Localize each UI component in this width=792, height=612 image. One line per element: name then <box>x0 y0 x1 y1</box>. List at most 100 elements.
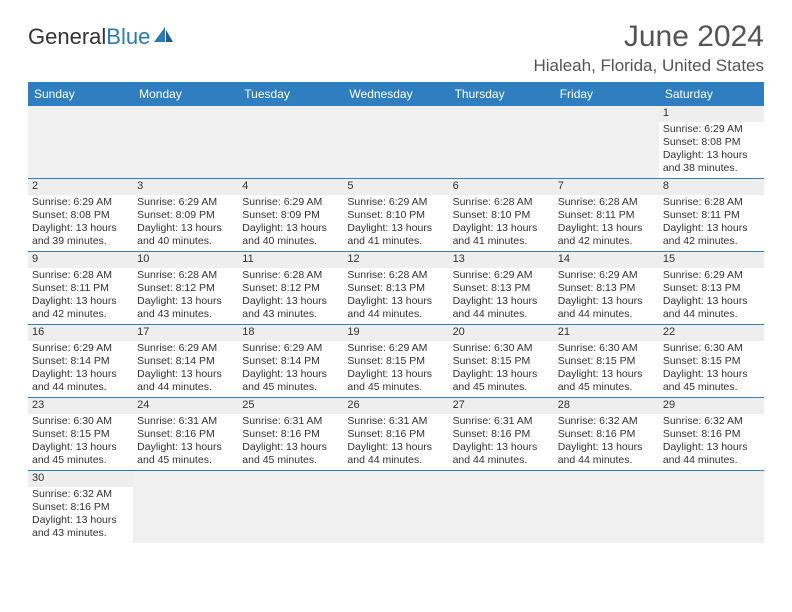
sail-icon <box>153 24 175 50</box>
day-header-row: SundayMondayTuesdayWednesdayThursdayFrid… <box>28 82 764 106</box>
day-number: 7 <box>554 179 659 195</box>
daylight-line: Daylight: 13 hours and 45 minutes. <box>32 441 129 467</box>
sunset-line: Sunset: 8:08 PM <box>32 209 129 222</box>
day-cell: 6Sunrise: 6:28 AMSunset: 8:10 PMDaylight… <box>449 179 554 251</box>
day-body: Sunrise: 6:30 AMSunset: 8:15 PMDaylight:… <box>659 341 764 397</box>
sunrise-line: Sunrise: 6:28 AM <box>32 269 129 282</box>
day-number: 17 <box>133 325 238 341</box>
day-header-cell: Friday <box>554 82 659 106</box>
week-row: 23Sunrise: 6:30 AMSunset: 8:15 PMDayligh… <box>28 398 764 471</box>
day-header-cell: Thursday <box>449 82 554 106</box>
day-body: Sunrise: 6:28 AMSunset: 8:12 PMDaylight:… <box>238 268 343 324</box>
sunrise-line: Sunrise: 6:31 AM <box>347 415 444 428</box>
day-number: 20 <box>449 325 554 341</box>
calendar-page: GeneralBlue June 2024 Hialeah, Florida, … <box>0 0 792 555</box>
day-body: Sunrise: 6:29 AMSunset: 8:09 PMDaylight:… <box>238 195 343 251</box>
month-title: June 2024 <box>533 20 764 54</box>
day-number: 21 <box>554 325 659 341</box>
sunrise-line: Sunrise: 6:28 AM <box>137 269 234 282</box>
daylight-line: Daylight: 13 hours and 39 minutes. <box>32 222 129 248</box>
daylight-line: Daylight: 13 hours and 44 minutes. <box>558 441 655 467</box>
day-number: 22 <box>659 325 764 341</box>
daylight-line: Daylight: 13 hours and 38 minutes. <box>663 149 760 175</box>
day-cell: 3Sunrise: 6:29 AMSunset: 8:09 PMDaylight… <box>133 179 238 251</box>
empty-cell <box>238 106 343 178</box>
day-body: Sunrise: 6:29 AMSunset: 8:14 PMDaylight:… <box>133 341 238 397</box>
day-number: 16 <box>28 325 133 341</box>
daylight-line: Daylight: 13 hours and 42 minutes. <box>558 222 655 248</box>
daylight-line: Daylight: 13 hours and 43 minutes. <box>137 295 234 321</box>
daylight-line: Daylight: 13 hours and 40 minutes. <box>242 222 339 248</box>
sunrise-line: Sunrise: 6:28 AM <box>558 196 655 209</box>
sunrise-line: Sunrise: 6:29 AM <box>242 196 339 209</box>
daylight-line: Daylight: 13 hours and 42 minutes. <box>32 295 129 321</box>
sunrise-line: Sunrise: 6:28 AM <box>242 269 339 282</box>
day-header-cell: Monday <box>133 82 238 106</box>
day-cell: 7Sunrise: 6:28 AMSunset: 8:11 PMDaylight… <box>554 179 659 251</box>
sunset-line: Sunset: 8:09 PM <box>137 209 234 222</box>
empty-cell <box>133 106 238 178</box>
day-body: Sunrise: 6:31 AMSunset: 8:16 PMDaylight:… <box>449 414 554 470</box>
day-body: Sunrise: 6:28 AMSunset: 8:10 PMDaylight:… <box>449 195 554 251</box>
sunrise-line: Sunrise: 6:29 AM <box>242 342 339 355</box>
day-body: Sunrise: 6:29 AMSunset: 8:08 PMDaylight:… <box>659 122 764 178</box>
daylight-line: Daylight: 13 hours and 45 minutes. <box>558 368 655 394</box>
day-body: Sunrise: 6:29 AMSunset: 8:13 PMDaylight:… <box>554 268 659 324</box>
day-number: 25 <box>238 398 343 414</box>
sunset-line: Sunset: 8:11 PM <box>663 209 760 222</box>
day-body: Sunrise: 6:31 AMSunset: 8:16 PMDaylight:… <box>238 414 343 470</box>
sunrise-line: Sunrise: 6:32 AM <box>32 488 129 501</box>
day-cell: 1Sunrise: 6:29 AMSunset: 8:08 PMDaylight… <box>659 106 764 178</box>
day-cell: 16Sunrise: 6:29 AMSunset: 8:14 PMDayligh… <box>28 325 133 397</box>
title-block: June 2024 Hialeah, Florida, United State… <box>533 20 764 76</box>
daylight-line: Daylight: 13 hours and 44 minutes. <box>453 441 550 467</box>
day-cell: 19Sunrise: 6:29 AMSunset: 8:15 PMDayligh… <box>343 325 448 397</box>
day-cell: 26Sunrise: 6:31 AMSunset: 8:16 PMDayligh… <box>343 398 448 470</box>
sunrise-line: Sunrise: 6:31 AM <box>242 415 339 428</box>
day-number: 13 <box>449 252 554 268</box>
daylight-line: Daylight: 13 hours and 45 minutes. <box>347 368 444 394</box>
sunrise-line: Sunrise: 6:32 AM <box>663 415 760 428</box>
sunrise-line: Sunrise: 6:30 AM <box>453 342 550 355</box>
sunset-line: Sunset: 8:16 PM <box>453 428 550 441</box>
day-number: 27 <box>449 398 554 414</box>
sunset-line: Sunset: 8:15 PM <box>32 428 129 441</box>
day-body: Sunrise: 6:31 AMSunset: 8:16 PMDaylight:… <box>133 414 238 470</box>
day-cell: 24Sunrise: 6:31 AMSunset: 8:16 PMDayligh… <box>133 398 238 470</box>
day-cell: 13Sunrise: 6:29 AMSunset: 8:13 PMDayligh… <box>449 252 554 324</box>
sunrise-line: Sunrise: 6:29 AM <box>32 342 129 355</box>
day-cell: 22Sunrise: 6:30 AMSunset: 8:15 PMDayligh… <box>659 325 764 397</box>
daylight-line: Daylight: 13 hours and 45 minutes. <box>137 441 234 467</box>
day-cell: 27Sunrise: 6:31 AMSunset: 8:16 PMDayligh… <box>449 398 554 470</box>
sunrise-line: Sunrise: 6:31 AM <box>137 415 234 428</box>
day-cell: 14Sunrise: 6:29 AMSunset: 8:13 PMDayligh… <box>554 252 659 324</box>
sunrise-line: Sunrise: 6:29 AM <box>663 123 760 136</box>
day-body: Sunrise: 6:29 AMSunset: 8:15 PMDaylight:… <box>343 341 448 397</box>
daylight-line: Daylight: 13 hours and 45 minutes. <box>453 368 550 394</box>
day-number: 14 <box>554 252 659 268</box>
day-cell: 29Sunrise: 6:32 AMSunset: 8:16 PMDayligh… <box>659 398 764 470</box>
sunset-line: Sunset: 8:15 PM <box>347 355 444 368</box>
daylight-line: Daylight: 13 hours and 43 minutes. <box>242 295 339 321</box>
daylight-line: Daylight: 13 hours and 40 minutes. <box>137 222 234 248</box>
day-number: 29 <box>659 398 764 414</box>
daylight-line: Daylight: 13 hours and 45 minutes. <box>242 441 339 467</box>
day-body: Sunrise: 6:31 AMSunset: 8:16 PMDaylight:… <box>343 414 448 470</box>
page-header: GeneralBlue June 2024 Hialeah, Florida, … <box>28 20 764 76</box>
sunrise-line: Sunrise: 6:28 AM <box>663 196 760 209</box>
sunrise-line: Sunrise: 6:32 AM <box>558 415 655 428</box>
daylight-line: Daylight: 13 hours and 44 minutes. <box>137 368 234 394</box>
sunset-line: Sunset: 8:16 PM <box>347 428 444 441</box>
daylight-line: Daylight: 13 hours and 44 minutes. <box>558 295 655 321</box>
sunset-line: Sunset: 8:11 PM <box>32 282 129 295</box>
day-cell: 20Sunrise: 6:30 AMSunset: 8:15 PMDayligh… <box>449 325 554 397</box>
sunset-line: Sunset: 8:16 PM <box>137 428 234 441</box>
day-cell: 12Sunrise: 6:28 AMSunset: 8:13 PMDayligh… <box>343 252 448 324</box>
sunset-line: Sunset: 8:13 PM <box>663 282 760 295</box>
sunrise-line: Sunrise: 6:29 AM <box>347 342 444 355</box>
day-body: Sunrise: 6:28 AMSunset: 8:12 PMDaylight:… <box>133 268 238 324</box>
sunset-line: Sunset: 8:14 PM <box>32 355 129 368</box>
day-body: Sunrise: 6:28 AMSunset: 8:13 PMDaylight:… <box>343 268 448 324</box>
sunset-line: Sunset: 8:16 PM <box>663 428 760 441</box>
daylight-line: Daylight: 13 hours and 44 minutes. <box>347 295 444 321</box>
